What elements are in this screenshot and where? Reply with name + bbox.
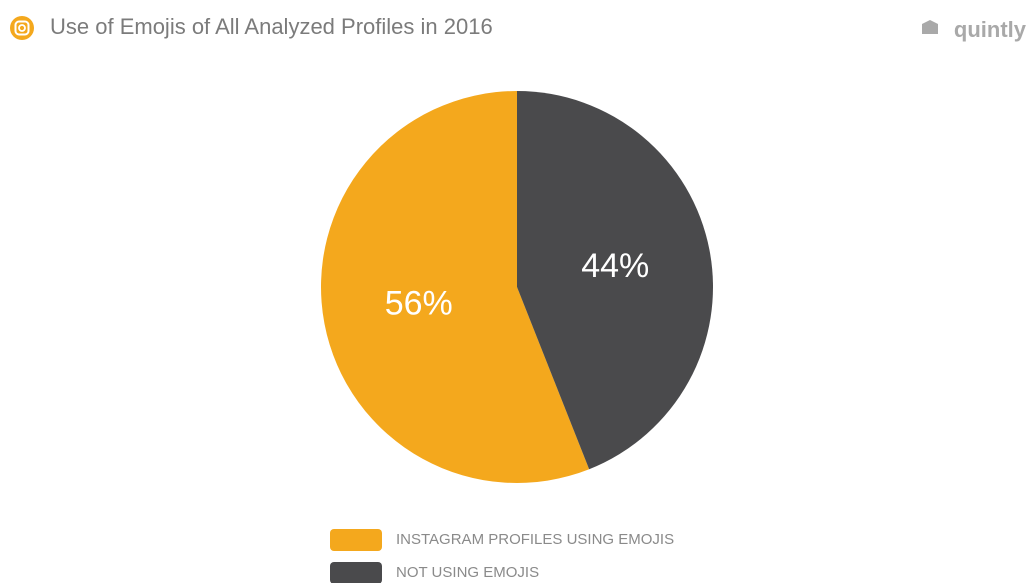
instagram-icon-lens: [18, 24, 26, 32]
legend-swatch: [330, 562, 382, 583]
chart-title: Use of Emojis of All Analyzed Profiles i…: [50, 14, 493, 39]
pie-slice: [321, 91, 590, 483]
legend-label: INSTAGRAM PROFILES USING EMOJIS: [396, 531, 674, 548]
brand: quintly: [954, 17, 1027, 42]
brand-icon: [922, 20, 938, 34]
legend-swatch: [330, 529, 382, 551]
pie-slice: [517, 91, 713, 470]
data-label: 56%: [385, 285, 453, 323]
instagram-icon: [10, 16, 34, 40]
instagram-icon-frame: [14, 20, 30, 36]
data-label: 44%: [581, 247, 649, 285]
legend-label: NOT USING EMOJIS: [396, 564, 539, 581]
